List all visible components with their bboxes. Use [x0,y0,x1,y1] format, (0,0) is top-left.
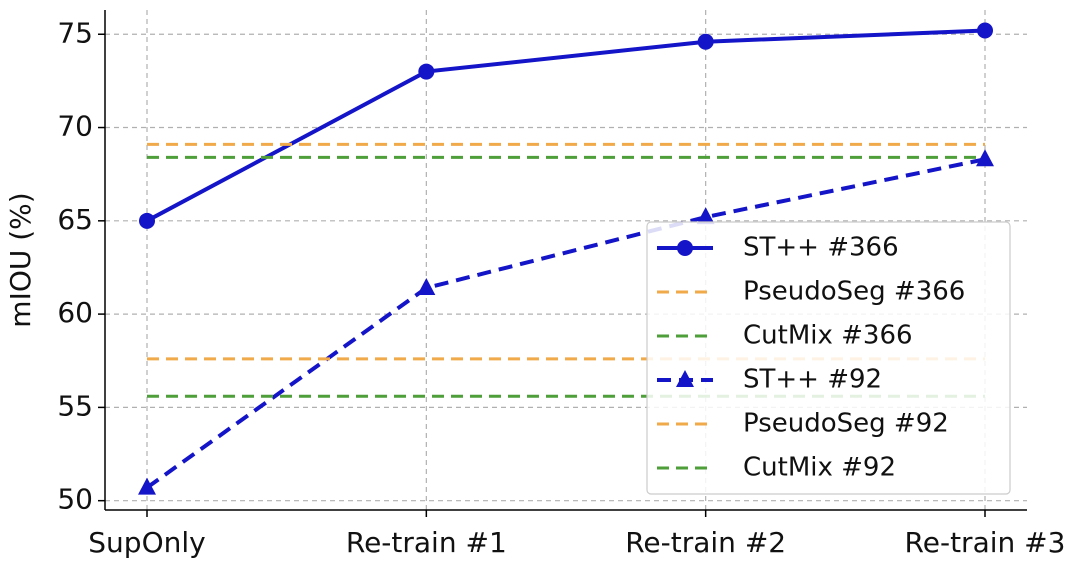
y-tick-label: 70 [57,110,93,143]
point [677,240,693,256]
point [976,149,994,167]
legend-label: PseudoSeg #92 [743,409,949,439]
legend-label: ST++ #366 [743,233,899,263]
x-tick-label: Re-train #1 [346,526,507,559]
legend-label: CutMix #366 [743,321,913,351]
legend-label: ST++ #92 [743,365,882,395]
y-tick-label: 60 [57,296,93,329]
point [418,63,435,80]
x-tick-label: SupOnly [88,526,205,559]
point [676,370,694,387]
series-line [145,157,986,490]
legend: ST++ #366 PseudoSeg #366 CutMix #366 ST++ #… [646,221,1011,495]
y-tick-label: 55 [57,389,93,422]
point [697,33,714,50]
y-tick-label: 50 [57,483,93,516]
point [696,207,715,225]
point [138,477,156,495]
x-tick-label: Re-train #3 [905,526,1066,559]
x-tick-label: Re-train #2 [625,526,786,559]
legend-box [646,221,1011,495]
y-tick-label: 65 [57,203,93,236]
y-axis-label: mIOU (%) [4,192,37,327]
series-line [146,28,986,223]
legend-label: PseudoSeg #366 [743,277,965,307]
point [139,212,155,229]
legend-label: CutMix #92 [743,453,896,483]
y-tick-label: 75 [57,16,93,49]
point [977,22,993,39]
point [417,277,436,295]
